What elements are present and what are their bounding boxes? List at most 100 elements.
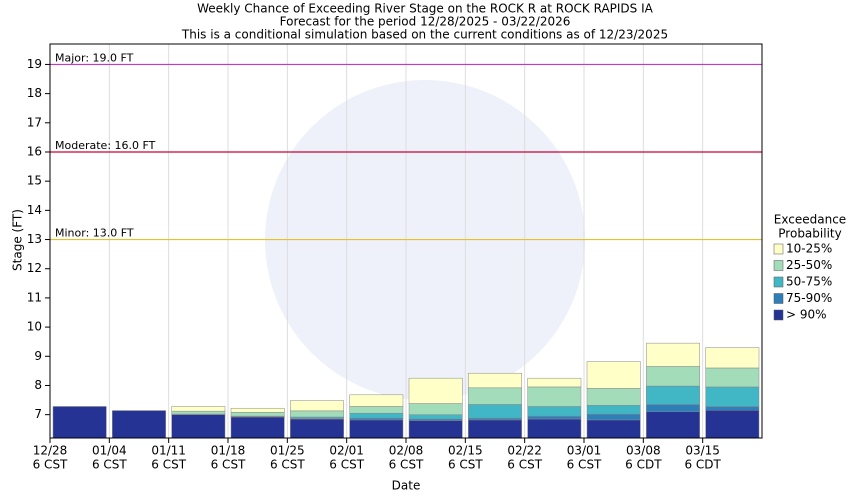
legend-swatch	[773, 243, 784, 255]
legend-label: 75-90%	[786, 291, 832, 305]
legend-title: Probability	[778, 227, 841, 241]
bar-segment	[646, 342, 700, 367]
bar-segment	[586, 413, 641, 421]
x-tick-label: 6 CST	[92, 458, 127, 472]
y-tick-label: 11	[27, 290, 42, 304]
bar-segment	[527, 406, 582, 417]
bar-segment	[586, 405, 641, 415]
x-tick-label: 03/01	[567, 444, 602, 458]
bar-segment	[468, 387, 522, 405]
legend-swatch	[773, 309, 784, 321]
threshold-label: Major: 19.0 FT	[55, 51, 134, 64]
bar-segment	[646, 385, 700, 405]
x-tick-label: 12/28	[33, 444, 68, 458]
y-tick-label: 8	[34, 378, 42, 392]
bar-segment	[171, 406, 226, 412]
legend-label: 50-75%	[786, 275, 832, 289]
bar-segment	[527, 418, 582, 439]
y-tick-label: 18	[27, 86, 42, 100]
bar-segment	[527, 415, 582, 420]
y-tick-label: 9	[34, 349, 42, 363]
bar-segment	[349, 419, 404, 439]
x-tick-label: 01/25	[270, 444, 305, 458]
bar-segment	[705, 406, 760, 411]
bar-segment	[705, 367, 760, 388]
x-tick-label: 6 CST	[33, 458, 68, 472]
bar-segment	[408, 414, 463, 420]
x-axis-label: Date	[392, 479, 421, 493]
bar-segment	[349, 417, 404, 421]
bar-segment	[586, 361, 641, 389]
bar-segment	[705, 386, 760, 407]
x-tick-label: 6 CST	[507, 458, 542, 472]
legend-swatch	[773, 276, 784, 288]
x-tick-label: 6 CST	[270, 458, 305, 472]
x-tick-label: 01/04	[92, 444, 127, 458]
bar-segment	[468, 372, 522, 389]
x-tick-label: 02/22	[507, 444, 542, 458]
bar-segment	[527, 386, 582, 407]
x-tick-label: 6 CDT	[625, 458, 662, 472]
plot-frame	[49, 43, 763, 439]
bar-segment	[349, 394, 404, 407]
chart-subtitle: This is a conditional simulation based o…	[181, 28, 668, 42]
x-tick-label: 6 CST	[151, 458, 186, 472]
bar-segment	[408, 377, 463, 404]
x-tick-label: 02/15	[448, 444, 483, 458]
x-tick-label: 01/11	[151, 444, 186, 458]
y-tick-label: 13	[27, 232, 42, 246]
bar-segment	[705, 347, 760, 369]
bar-segment	[112, 410, 166, 439]
bar-segment	[290, 400, 344, 412]
y-tick-label: 15	[27, 174, 42, 188]
x-tick-label: 02/01	[329, 444, 364, 458]
legend-swatch	[773, 293, 784, 304]
bar-segment	[527, 377, 582, 388]
chart-title: Weekly Chance of Exceeding River Stage o…	[197, 2, 653, 16]
threshold-label: Moderate: 16.0 FT	[55, 139, 156, 152]
bar-segment	[468, 417, 522, 421]
legend-title: Exceedance	[774, 213, 846, 227]
bar-segment	[646, 411, 700, 439]
y-tick-label: 7	[34, 407, 42, 421]
x-tick-label: 6 CST	[448, 458, 483, 472]
bar-segment	[52, 406, 107, 439]
chart-subtitle: Forecast for the period 12/28/2025 - 03/…	[280, 15, 571, 29]
y-tick-label: 14	[27, 203, 42, 217]
threshold-label: Minor: 13.0 FT	[55, 227, 134, 240]
bar-segment	[290, 410, 344, 418]
bar-segment	[468, 404, 522, 419]
legend-label: 25-50%	[786, 258, 832, 272]
y-axis-label: Stage (FT)	[11, 209, 25, 271]
legend-label: 10-25%	[786, 242, 832, 256]
y-tick-label: 19	[27, 57, 42, 71]
y-tick-label: 16	[27, 144, 42, 158]
x-tick-label: 03/15	[685, 444, 720, 458]
bar-segment	[230, 407, 285, 413]
bar-segment	[171, 410, 226, 415]
bar-segment	[408, 403, 463, 415]
legend-swatch	[773, 260, 784, 271]
bar-segment	[349, 412, 404, 419]
bar-segment	[586, 419, 641, 439]
x-tick-label: 6 CST	[329, 458, 364, 472]
y-tick-label: 10	[27, 320, 42, 334]
x-tick-label: 01/18	[211, 444, 246, 458]
x-tick-label: 6 CDT	[684, 458, 721, 472]
bar-segment	[408, 420, 463, 439]
legend-label: > 90%	[786, 308, 827, 322]
y-tick-label: 12	[27, 261, 42, 275]
y-tick-label: 17	[27, 115, 42, 129]
x-tick-label: 6 CST	[567, 458, 602, 472]
bar-segment	[468, 419, 522, 439]
x-tick-label: 6 CST	[211, 458, 246, 472]
bar-segment	[705, 410, 760, 439]
x-tick-label: 03/08	[626, 444, 661, 458]
bar-segment	[349, 406, 404, 414]
bar-segment	[290, 418, 344, 439]
bar-segment	[646, 404, 700, 412]
x-tick-label: 02/08	[389, 444, 424, 458]
bar-segment	[586, 388, 641, 406]
bar-segment	[230, 412, 285, 417]
